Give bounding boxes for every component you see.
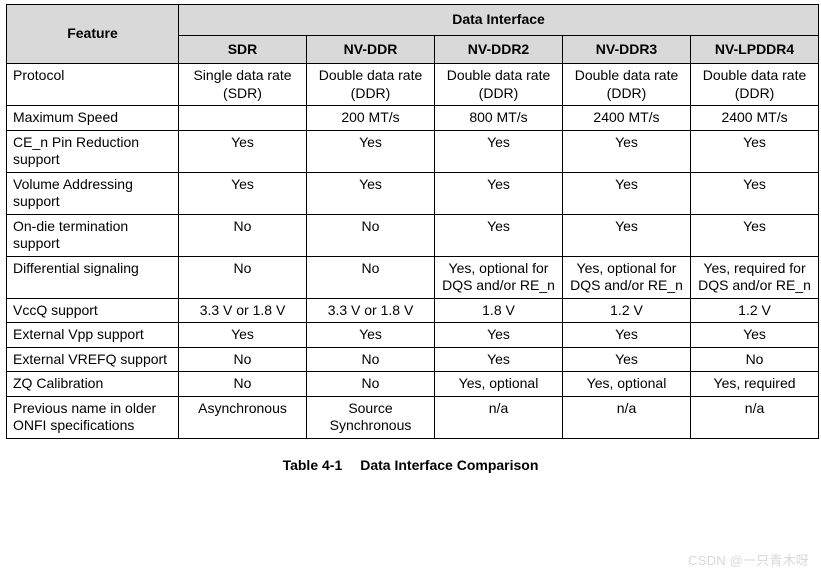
- cell: Double data rate (DDR): [691, 64, 819, 106]
- cell: Yes: [179, 130, 307, 172]
- cell: Yes: [435, 347, 563, 372]
- cell: 1.2 V: [691, 298, 819, 323]
- cell: Yes: [179, 323, 307, 348]
- cell: Yes: [563, 172, 691, 214]
- cell: 3.3 V or 1.8 V: [307, 298, 435, 323]
- col-header-nvlpddr4: NV-LPDDR4: [691, 35, 819, 64]
- table-row: Volume Addressing support Yes Yes Yes Ye…: [7, 172, 819, 214]
- cell: No: [179, 256, 307, 298]
- table-row: Protocol Single data rate (SDR) Double d…: [7, 64, 819, 106]
- cell: No: [307, 347, 435, 372]
- cell: No: [179, 347, 307, 372]
- cell: [179, 106, 307, 131]
- row-label: On-die termination support: [7, 214, 179, 256]
- table-row: Previous name in older ONFI specificatio…: [7, 396, 819, 438]
- data-interface-header: Data Interface: [179, 5, 819, 36]
- data-interface-table: Feature Data Interface SDR NV-DDR NV-DDR…: [6, 4, 819, 439]
- cell: No: [691, 347, 819, 372]
- caption-title: Data Interface Comparison: [360, 457, 538, 473]
- cell: Yes: [307, 172, 435, 214]
- col-header-nvddr3: NV-DDR3: [563, 35, 691, 64]
- cell: Yes: [563, 214, 691, 256]
- cell: Yes: [691, 172, 819, 214]
- cell: No: [179, 372, 307, 397]
- row-label: CE_n Pin Reduction support: [7, 130, 179, 172]
- cell: Double data rate (DDR): [435, 64, 563, 106]
- watermark-text: CSDN @一只青木呀: [688, 550, 809, 569]
- cell: Yes, required: [691, 372, 819, 397]
- table-row: Maximum Speed 200 MT/s 800 MT/s 2400 MT/…: [7, 106, 819, 131]
- row-label: Previous name in older ONFI specificatio…: [7, 396, 179, 438]
- table-row: External Vpp support Yes Yes Yes Yes Yes: [7, 323, 819, 348]
- row-label: External VREFQ support: [7, 347, 179, 372]
- row-label: Differential signaling: [7, 256, 179, 298]
- feature-header: Feature: [7, 5, 179, 64]
- cell: Yes, required for DQS and/or RE_n: [691, 256, 819, 298]
- cell: Yes: [563, 323, 691, 348]
- cell: Yes: [307, 323, 435, 348]
- cell: Yes: [435, 172, 563, 214]
- cell: Yes, optional for DQS and/or RE_n: [435, 256, 563, 298]
- cell: Yes: [691, 214, 819, 256]
- cell: Double data rate (DDR): [563, 64, 691, 106]
- cell: 2400 MT/s: [691, 106, 819, 131]
- col-header-nvddr: NV-DDR: [307, 35, 435, 64]
- cell: 1.8 V: [435, 298, 563, 323]
- cell: Yes: [691, 323, 819, 348]
- cell: No: [307, 372, 435, 397]
- cell: Yes: [435, 323, 563, 348]
- cell: Yes: [307, 130, 435, 172]
- table-row: External VREFQ support No No Yes Yes No: [7, 347, 819, 372]
- cell: Yes, optional: [435, 372, 563, 397]
- table-row: ZQ Calibration No No Yes, optional Yes, …: [7, 372, 819, 397]
- table-row: VccQ support 3.3 V or 1.8 V 3.3 V or 1.8…: [7, 298, 819, 323]
- cell: n/a: [691, 396, 819, 438]
- table-row: CE_n Pin Reduction support Yes Yes Yes Y…: [7, 130, 819, 172]
- cell: n/a: [435, 396, 563, 438]
- cell: Double data rate (DDR): [307, 64, 435, 106]
- cell: Yes: [563, 347, 691, 372]
- table-row: Differential signaling No No Yes, option…: [7, 256, 819, 298]
- cell: Yes: [435, 130, 563, 172]
- cell: Source Synchronous: [307, 396, 435, 438]
- cell: Asynchronous: [179, 396, 307, 438]
- cell: Single data rate (SDR): [179, 64, 307, 106]
- row-label: VccQ support: [7, 298, 179, 323]
- cell: 800 MT/s: [435, 106, 563, 131]
- cell: No: [307, 256, 435, 298]
- table-row: On-die termination support No No Yes Yes…: [7, 214, 819, 256]
- cell: Yes, optional for DQS and/or RE_n: [563, 256, 691, 298]
- row-label: External Vpp support: [7, 323, 179, 348]
- cell: Yes: [691, 130, 819, 172]
- caption-number: Table 4-1: [283, 457, 343, 473]
- row-label: Maximum Speed: [7, 106, 179, 131]
- cell: No: [307, 214, 435, 256]
- cell: Yes: [179, 172, 307, 214]
- cell: Yes: [435, 214, 563, 256]
- col-header-nvddr2: NV-DDR2: [435, 35, 563, 64]
- cell: Yes, optional: [563, 372, 691, 397]
- table-caption: Table 4-1 Data Interface Comparison: [6, 457, 815, 473]
- cell: No: [179, 214, 307, 256]
- col-header-sdr: SDR: [179, 35, 307, 64]
- cell: Yes: [563, 130, 691, 172]
- cell: 1.2 V: [563, 298, 691, 323]
- row-label: Protocol: [7, 64, 179, 106]
- cell: 2400 MT/s: [563, 106, 691, 131]
- row-label: Volume Addressing support: [7, 172, 179, 214]
- row-label: ZQ Calibration: [7, 372, 179, 397]
- cell: 200 MT/s: [307, 106, 435, 131]
- cell: 3.3 V or 1.8 V: [179, 298, 307, 323]
- cell: n/a: [563, 396, 691, 438]
- table-body: Protocol Single data rate (SDR) Double d…: [7, 64, 819, 439]
